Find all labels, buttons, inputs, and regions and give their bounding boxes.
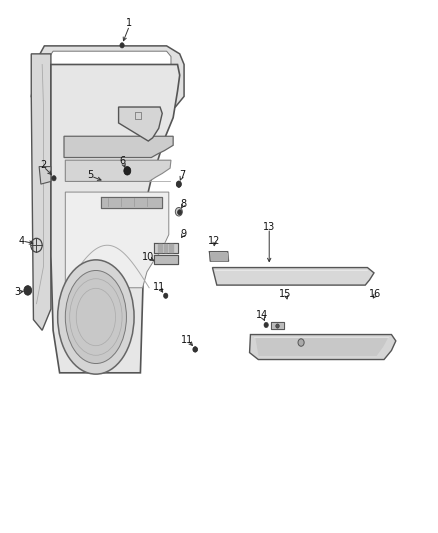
Polygon shape (51, 64, 180, 373)
Circle shape (177, 209, 182, 215)
Text: 16: 16 (369, 289, 381, 299)
Ellipse shape (65, 270, 127, 364)
Polygon shape (256, 338, 387, 356)
Text: 5: 5 (87, 170, 93, 180)
Circle shape (124, 166, 131, 175)
Circle shape (163, 293, 168, 298)
Polygon shape (65, 192, 169, 288)
Text: 3: 3 (14, 287, 20, 297)
Circle shape (24, 286, 32, 295)
Circle shape (264, 322, 268, 328)
Circle shape (175, 207, 182, 216)
Polygon shape (212, 268, 374, 285)
Text: 15: 15 (279, 289, 292, 299)
Circle shape (177, 182, 181, 187)
Circle shape (193, 347, 198, 352)
Circle shape (25, 288, 29, 294)
Circle shape (120, 43, 124, 48)
Circle shape (176, 181, 181, 187)
Text: 7: 7 (179, 170, 185, 180)
Text: 4: 4 (18, 236, 25, 246)
Polygon shape (211, 253, 227, 260)
Polygon shape (31, 46, 184, 107)
Polygon shape (271, 322, 285, 329)
Text: 10: 10 (142, 252, 154, 262)
Polygon shape (209, 252, 229, 261)
Text: 6: 6 (119, 156, 125, 166)
Polygon shape (153, 243, 177, 253)
Polygon shape (153, 255, 177, 264)
Polygon shape (101, 197, 162, 208)
Circle shape (193, 347, 197, 352)
Polygon shape (65, 160, 171, 181)
Polygon shape (169, 244, 173, 252)
Text: 8: 8 (180, 199, 186, 209)
Polygon shape (64, 136, 173, 158)
Polygon shape (39, 166, 51, 184)
Text: 11: 11 (152, 282, 165, 292)
Polygon shape (31, 54, 51, 330)
Ellipse shape (58, 260, 134, 374)
Text: 11: 11 (181, 335, 194, 345)
Polygon shape (250, 335, 396, 360)
Polygon shape (119, 107, 162, 141)
Text: 2: 2 (40, 160, 46, 171)
Polygon shape (158, 244, 162, 252)
Text: 14: 14 (256, 310, 268, 320)
Polygon shape (163, 244, 167, 252)
Text: 13: 13 (263, 222, 276, 232)
Text: 1: 1 (127, 18, 133, 28)
Circle shape (298, 339, 304, 346)
Circle shape (52, 175, 56, 181)
Text: 12: 12 (208, 236, 220, 246)
Circle shape (276, 324, 279, 328)
Text: 9: 9 (180, 229, 186, 239)
Polygon shape (44, 51, 171, 92)
